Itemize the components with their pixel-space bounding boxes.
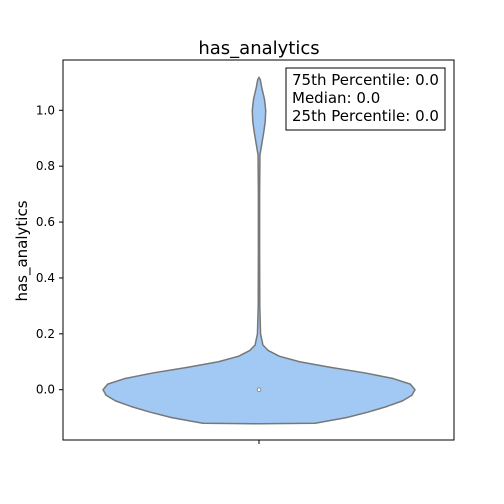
stats-box-frame — [285, 67, 446, 131]
chart-title: has_analytics — [198, 38, 319, 59]
y-tick-label: 1.0 — [36, 103, 55, 117]
y-tick-label: 0.6 — [36, 215, 55, 229]
y-tick-label: 0.4 — [36, 271, 55, 285]
violin-layer — [102, 76, 416, 425]
stats-box: 75th Percentile: 0.0 Median: 0.0 25th Pe… — [285, 67, 446, 131]
stats-median: Median: 0.0 — [292, 89, 380, 107]
stats-25th-percentile: 25th Percentile: 0.0 — [292, 107, 439, 125]
violin-body — [102, 76, 416, 425]
y-tick-label: 0.8 — [36, 159, 55, 173]
y-tick-label: 0.2 — [36, 327, 55, 341]
y-axis-label: has_analytics — [13, 200, 32, 301]
y-tick-label: 0.0 — [36, 383, 55, 397]
y-ticks: 0.0 0.2 0.4 0.6 0.8 1.0 — [36, 103, 63, 397]
median-point — [256, 387, 262, 392]
stats-75th-percentile: 75th Percentile: 0.0 — [292, 71, 439, 89]
